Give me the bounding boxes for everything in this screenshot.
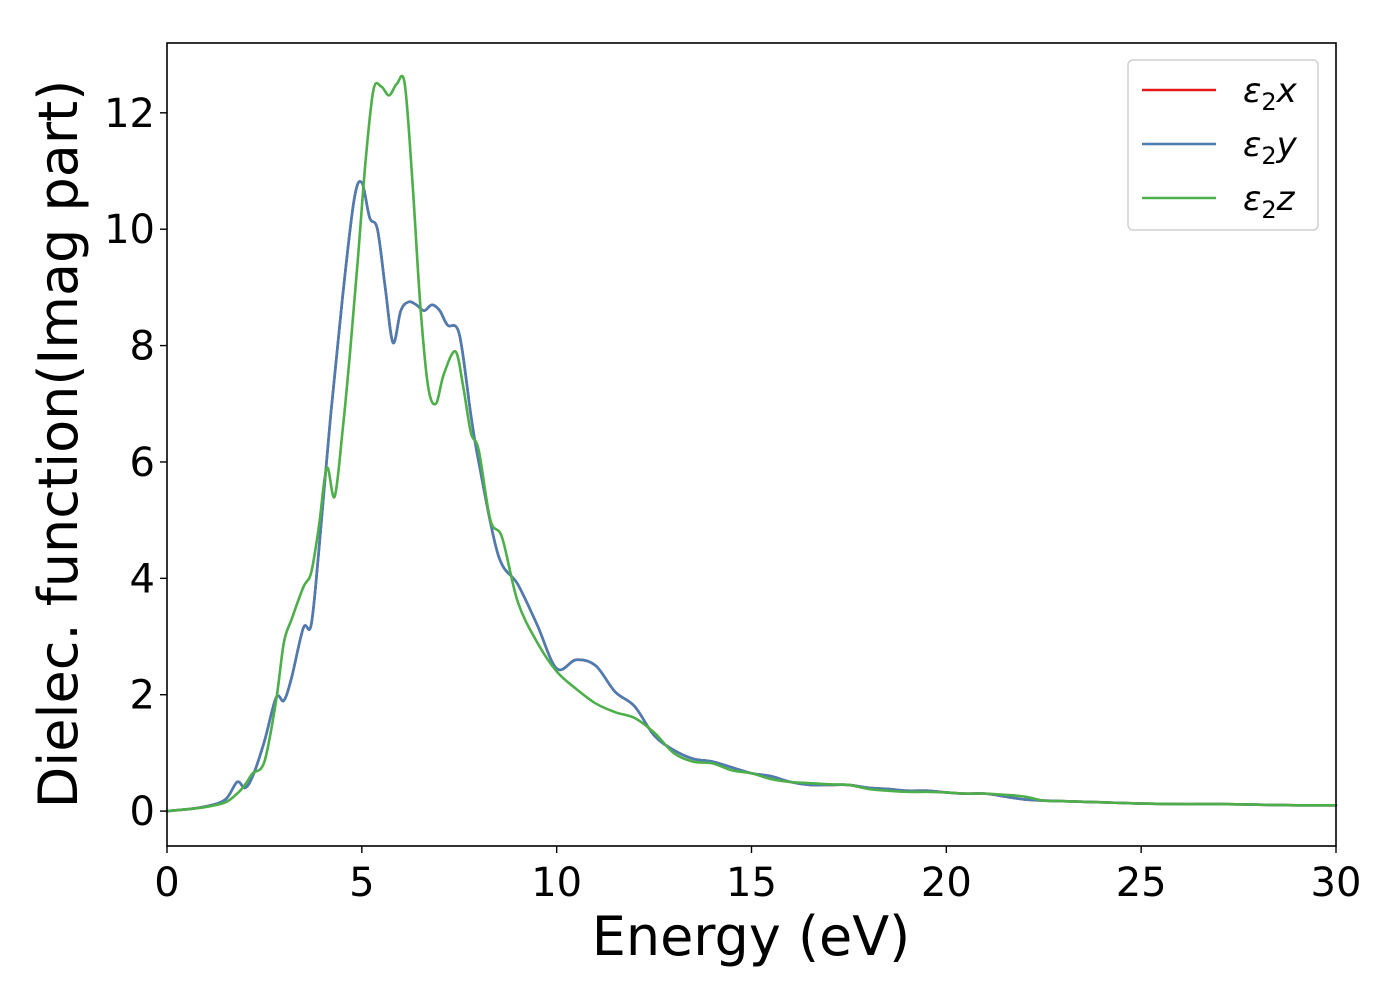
y-tick-label: 8: [130, 324, 155, 370]
y-axis-label: Dielec. function(Imag part): [27, 80, 90, 809]
x-tick-label: 20: [921, 860, 972, 906]
y-tick-label: 10: [104, 207, 155, 253]
x-tick-label: 30: [1311, 860, 1362, 906]
y-tick-label: 12: [104, 91, 155, 137]
series-layer: [165, 74, 1338, 813]
x-tick-label: 25: [1116, 860, 1167, 906]
y-tick-label: 6: [130, 440, 155, 486]
y-axis: 0 2 4 6 8 10 12: [104, 91, 167, 835]
legend-label-y: ε2y: [1243, 125, 1298, 170]
x-axis: 0 5 10 15 20 25 30: [154, 846, 1361, 906]
x-tick-label: 10: [531, 860, 582, 906]
legend-label-x: ε2x: [1243, 71, 1298, 116]
x-tick-label: 5: [349, 860, 374, 906]
x-tick-label: 15: [726, 860, 777, 906]
y-tick-label: 2: [130, 673, 155, 719]
legend-label-z: ε2z: [1243, 179, 1296, 224]
x-axis-label: Energy (eV): [592, 905, 911, 968]
y-tick-label: 0: [130, 789, 155, 835]
x-tick-label: 0: [154, 860, 179, 906]
legend: ε2x ε2y ε2z: [1127, 59, 1319, 231]
legend-frame: [1127, 59, 1319, 231]
series-line-z: [165, 74, 1338, 813]
y-tick-label: 4: [130, 556, 155, 602]
